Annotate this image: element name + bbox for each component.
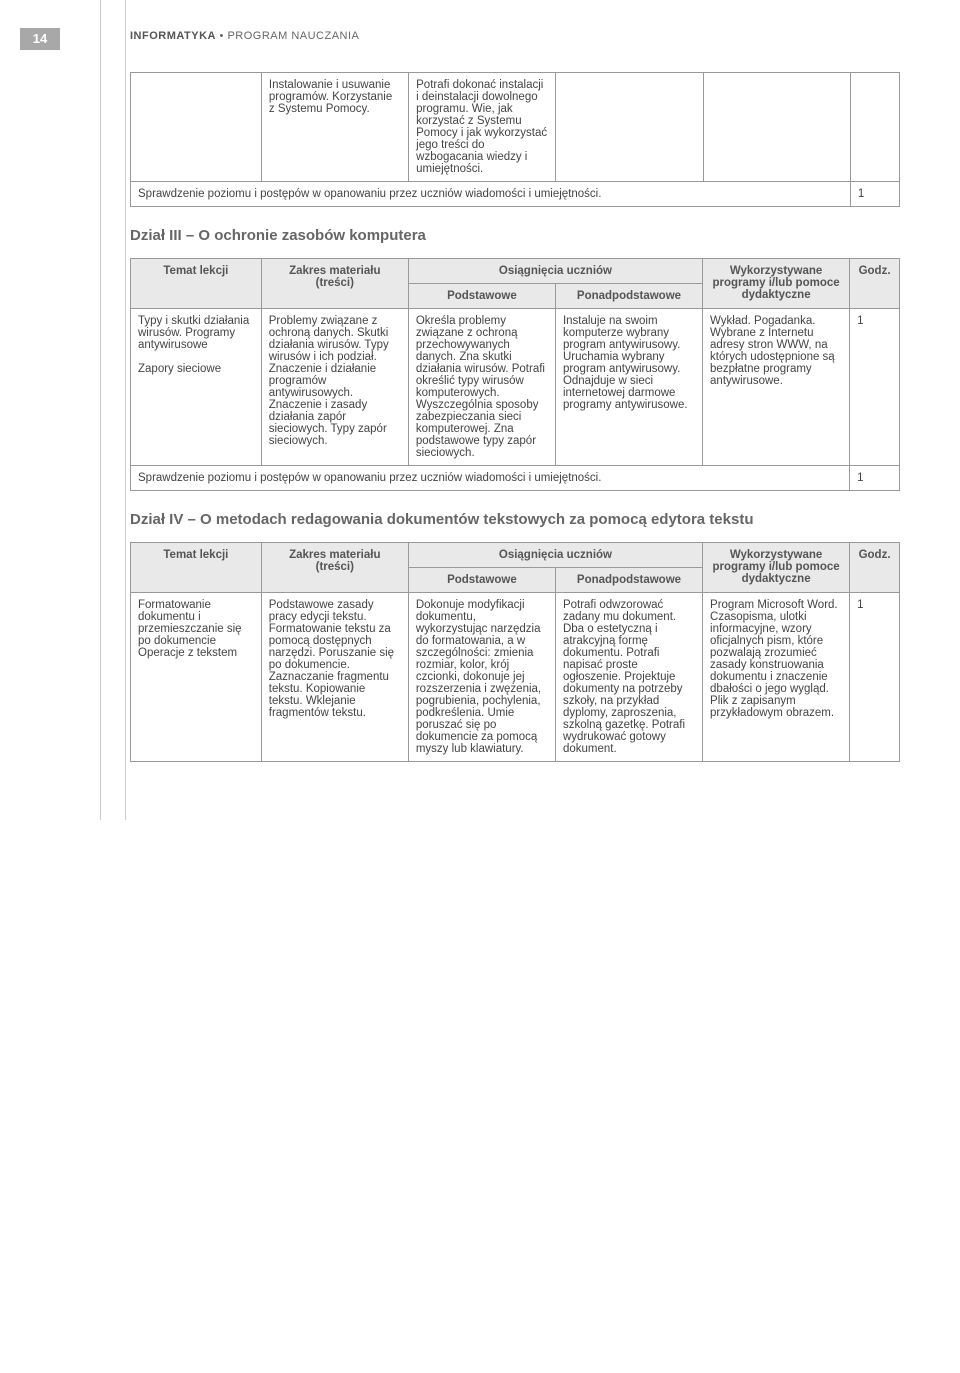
th-osiag: Osiągnięcia uczniów: [408, 543, 702, 568]
th-podst: Podstawowe: [408, 284, 555, 309]
cell-temat: Formatowanie dokumentu i przemieszczanie…: [131, 593, 262, 762]
cell-podst: Dokonuje modyfikacji dokumentu, wykorzys…: [408, 593, 555, 762]
cell: [556, 73, 703, 182]
running-header: INFORMATYKA • PROGRAM NAUCZANIA: [130, 30, 900, 42]
header-rest: PROGRAM NAUCZANIA: [227, 30, 359, 42]
th-temat: Temat lekcji: [131, 259, 262, 309]
check-row: Sprawdzenie poziomu i postępów w opanowa…: [131, 182, 900, 207]
cell: [703, 73, 850, 182]
cell-ponad: Instaluje na swoim komputerze wybrany pr…: [555, 309, 702, 466]
table-continuation: Instalowanie i usuwanie programów. Korzy…: [130, 72, 900, 207]
cell: [850, 73, 899, 182]
cell-wyk: Program Microsoft Word. Czasopisma, ulot…: [703, 593, 850, 762]
table-section-4: Temat lekcji Zakres materiału (treści) O…: [130, 542, 900, 762]
cell-wyk: Wykład. Pogadanka. Wybrane z Internetu a…: [703, 309, 850, 466]
cell-temat: Typy i skutki działania wirusów. Program…: [131, 309, 262, 466]
table-section-3: Temat lekcji Zakres materiału (treści) O…: [130, 258, 900, 491]
cell: Instalowanie i usuwanie programów. Korzy…: [261, 73, 408, 182]
table-row: Instalowanie i usuwanie programów. Korzy…: [131, 73, 900, 182]
th-wyk: Wykorzystywane programy i/lub pomoce dyd…: [703, 543, 850, 593]
cell-zakres: Problemy związane z ochroną danych. Skut…: [261, 309, 408, 466]
table-row: Typy i skutki działania wirusów. Program…: [131, 309, 900, 466]
check-text: Sprawdzenie poziomu i postępów w opanowa…: [131, 466, 850, 491]
margin-rule-2: [125, 0, 126, 820]
cell-zakres: Podstawowe zasady pracy edycji tekstu. F…: [261, 593, 408, 762]
cell-ponad: Potrafi odwzorować zadany mu dokument. D…: [555, 593, 702, 762]
th-osiag: Osiągnięcia uczniów: [408, 259, 702, 284]
cell: [131, 73, 262, 182]
th-zakres: Zakres materiału (treści): [261, 543, 408, 593]
th-temat: Temat lekcji: [131, 543, 262, 593]
th-godz: Godz.: [850, 543, 900, 593]
header-bold: INFORMATYKA: [130, 30, 216, 42]
cell-godz: 1: [850, 593, 900, 762]
section-4-title: Dział IV – O metodach redagowania dokume…: [130, 511, 900, 528]
page: 14 INFORMATYKA • PROGRAM NAUCZANIA Insta…: [0, 0, 960, 820]
th-ponad: Ponadpodstawowe: [555, 284, 702, 309]
check-text: Sprawdzenie poziomu i postępów w opanowa…: [131, 182, 851, 207]
th-zakres: Zakres materiału (treści): [261, 259, 408, 309]
th-godz: Godz.: [850, 259, 900, 309]
header-row: Temat lekcji Zakres materiału (treści) O…: [131, 259, 900, 284]
cell-podst: Określa problemy związane z ochroną prze…: [408, 309, 555, 466]
check-godz: 1: [850, 182, 899, 207]
cell-godz: 1: [850, 309, 900, 466]
cell: Potrafi dokonać instalacji i deinstalacj…: [409, 73, 556, 182]
th-ponad: Ponadpodstawowe: [555, 568, 702, 593]
section-3-title: Dział III – O ochronie zasobów komputera: [130, 227, 900, 244]
check-row: Sprawdzenie poziomu i postępów w opanowa…: [131, 466, 900, 491]
th-wyk: Wykorzystywane programy i/lub pomoce dyd…: [703, 259, 850, 309]
page-number: 14: [20, 28, 60, 50]
table-row: Formatowanie dokumentu i przemieszczanie…: [131, 593, 900, 762]
th-podst: Podstawowe: [408, 568, 555, 593]
header-row: Temat lekcji Zakres materiału (treści) O…: [131, 543, 900, 568]
margin-rule-1: [100, 0, 101, 820]
check-godz: 1: [850, 466, 900, 491]
header-sep: •: [216, 30, 227, 42]
